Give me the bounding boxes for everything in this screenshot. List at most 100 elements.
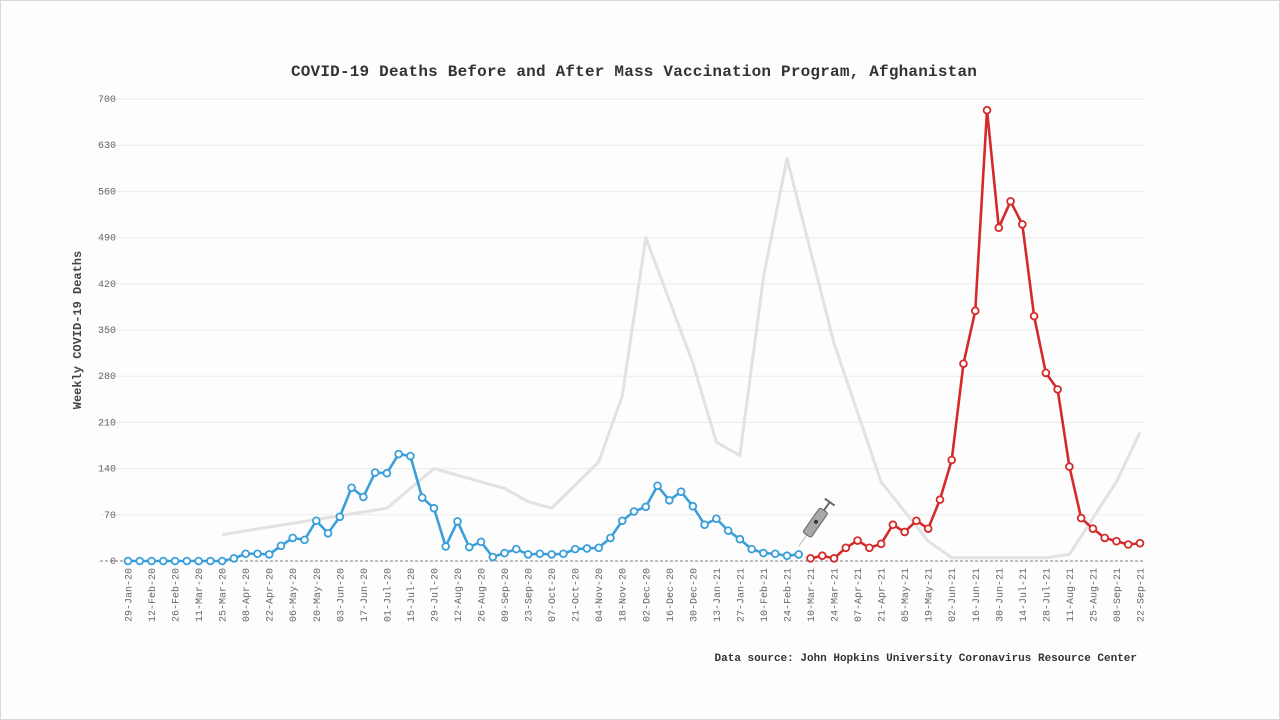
data-point xyxy=(1112,536,1121,546)
data-point xyxy=(994,223,1004,233)
data-point xyxy=(806,554,815,563)
data-point xyxy=(770,549,780,559)
data-point xyxy=(370,468,380,477)
data-point xyxy=(782,551,792,561)
x-tick-label: 27-Jan-21 xyxy=(736,568,747,622)
data-point xyxy=(217,556,227,566)
data-point xyxy=(264,550,274,559)
x-tick-label: 17-Jun-20 xyxy=(360,568,371,622)
x-tick-label: 30-Dec-20 xyxy=(689,568,700,622)
data-point xyxy=(206,556,215,566)
x-tick-label: 30-Jun-21 xyxy=(995,568,1006,622)
data-point xyxy=(723,526,733,535)
data-point xyxy=(406,451,415,461)
data-point xyxy=(712,514,721,524)
x-tick-label: 08-Sep-21 xyxy=(1113,568,1124,622)
data-point xyxy=(865,543,874,553)
data-point xyxy=(688,501,698,511)
data-point xyxy=(512,544,521,554)
x-tick-label: 12-Aug-20 xyxy=(454,568,465,622)
data-point xyxy=(841,543,851,553)
y-tick-label: 210 xyxy=(98,418,116,429)
x-tick-label: 07-Oct-20 xyxy=(548,568,559,622)
data-point xyxy=(935,495,945,504)
data-point xyxy=(853,536,862,545)
data-point xyxy=(382,468,392,478)
x-tick-label: 21-Apr-21 xyxy=(878,568,889,622)
x-tick-label: 10-Feb-21 xyxy=(759,568,771,622)
data-point xyxy=(653,481,662,491)
data-point xyxy=(759,548,768,558)
data-point xyxy=(606,533,615,543)
x-tick-label: 15-Jul-20 xyxy=(406,568,418,622)
data-point xyxy=(829,554,839,563)
data-point xyxy=(135,556,145,566)
x-tick-label: 23-Sep-20 xyxy=(525,568,536,622)
data-point xyxy=(1053,385,1062,394)
data-point xyxy=(1076,513,1086,523)
x-tick-label: 10-Mar-21 xyxy=(807,568,818,622)
data-point xyxy=(1018,220,1027,229)
x-tick-label: 25-Mar-20 xyxy=(219,568,230,622)
y-tick-label: 420 xyxy=(98,280,116,291)
data-point xyxy=(1123,540,1133,549)
x-tick-label: 20-May-20 xyxy=(313,568,324,622)
data-point xyxy=(559,549,568,559)
background-series-line xyxy=(221,156,1142,560)
data-point xyxy=(641,502,651,512)
data-point xyxy=(453,517,462,526)
x-tick-label: 11-Mar-20 xyxy=(195,568,206,622)
data-point xyxy=(276,541,286,551)
x-tick-label: 29-Jul-20 xyxy=(429,568,441,622)
y-tick-label: 630 xyxy=(98,141,116,152)
data-point xyxy=(394,449,403,459)
x-tick-label: 07-Apr-21 xyxy=(854,568,865,622)
data-point xyxy=(676,487,686,497)
x-tick-label: 18-Nov-20 xyxy=(619,568,630,622)
data-point xyxy=(417,493,427,502)
series-0 xyxy=(123,449,804,566)
x-tick-label: 16-Dec-20 xyxy=(666,568,677,622)
data-point xyxy=(700,520,709,529)
data-point xyxy=(229,554,239,563)
data-point xyxy=(629,507,639,516)
x-tick-label: 08-Apr-20 xyxy=(242,568,253,622)
x-tick-label: 29-Jan-20 xyxy=(125,568,136,622)
x-tick-label: 16-Jun-21 xyxy=(972,568,983,622)
syringe-plunger-head xyxy=(824,497,836,507)
x-tick-label: 22-Apr-20 xyxy=(266,568,277,622)
y-tick-label: 70 xyxy=(104,511,116,522)
y-tick-label: 490 xyxy=(98,234,116,245)
data-point xyxy=(594,543,603,553)
data-point xyxy=(311,516,321,526)
data-point xyxy=(300,535,309,545)
data-point xyxy=(582,544,592,553)
series-1 xyxy=(806,105,1145,563)
data-point xyxy=(923,524,933,533)
x-tick-label: 04-Nov-20 xyxy=(595,568,606,622)
x-tick-label: 26-Aug-20 xyxy=(478,568,489,622)
data-point xyxy=(347,483,356,493)
data-point xyxy=(359,492,368,502)
data-point xyxy=(241,549,250,559)
data-point xyxy=(253,549,262,559)
data-point xyxy=(535,549,545,559)
x-tick-label: 01-Jul-20 xyxy=(382,568,394,622)
data-point xyxy=(323,528,333,538)
data-point xyxy=(1088,524,1098,533)
syringe-mark xyxy=(813,519,818,524)
data-point xyxy=(147,556,156,566)
data-point xyxy=(288,533,298,543)
x-tick-label: 28-Jul-21 xyxy=(1041,568,1053,622)
y-tick-label: 560 xyxy=(98,187,116,198)
syringe-icon xyxy=(798,497,836,547)
x-tick-label: 11-Aug-21 xyxy=(1066,568,1077,622)
series-line xyxy=(128,452,799,563)
data-point xyxy=(570,544,580,554)
data-point xyxy=(959,359,968,368)
data-point xyxy=(1041,368,1051,378)
data-point xyxy=(429,503,439,513)
data-point xyxy=(170,556,180,566)
x-tick-label: 24-Feb-21 xyxy=(782,568,794,622)
